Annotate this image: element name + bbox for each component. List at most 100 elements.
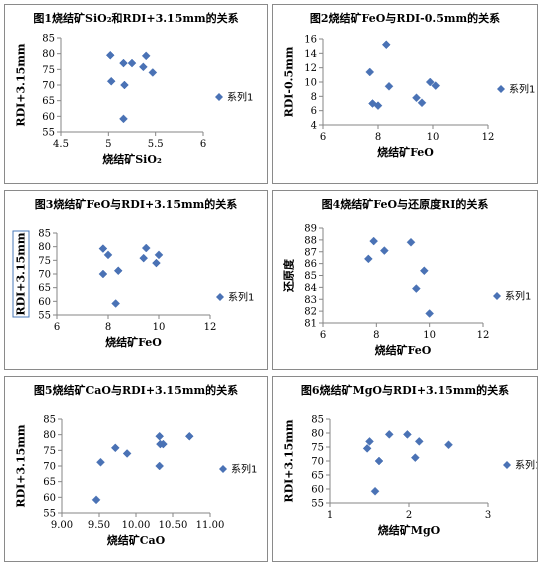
x-tick-label: 10.00 <box>122 520 151 531</box>
y-tick-label: 80 <box>42 49 55 60</box>
data-point <box>155 461 165 471</box>
legend-marker <box>215 93 223 101</box>
y-axis-label: RDI-0.5mm <box>283 46 296 117</box>
data-point <box>139 62 148 72</box>
data-point <box>403 430 412 439</box>
legend-label: 系列1 <box>231 463 257 476</box>
y-tick-label: 80 <box>38 242 51 253</box>
x-tick-label: 2 <box>406 510 412 521</box>
data-point <box>381 40 391 50</box>
chart-title: 图6烧结矿MgO与RDI+3.15mm的关系 <box>301 383 509 397</box>
y-tick-label: 84 <box>304 283 317 294</box>
chart-title: 图2烧结矿FeO与RDI-0.5mm的关系 <box>310 11 500 25</box>
data-point <box>155 431 165 441</box>
legend-marker <box>219 465 227 473</box>
x-tick-label: 5 <box>105 139 111 150</box>
chart-svg: 图5烧结矿CaO与RDI+3.15mm的关系 55 60 65 70 75 80 85 9.00… <box>15 383 258 547</box>
x-axis-label: 烧结矿FeO <box>375 343 432 357</box>
y-axis-label: RDI+3.15mm <box>15 232 28 315</box>
data-point <box>91 495 101 505</box>
x-tick-label: 8 <box>375 132 381 143</box>
data-point <box>105 50 115 60</box>
y-tick-label: 85 <box>304 271 317 282</box>
x-tick-label: 8 <box>373 330 379 341</box>
legend-label: 系列1 <box>505 290 531 303</box>
data-point <box>384 430 394 439</box>
y-tick-label: 55 <box>311 499 324 510</box>
y-tick-label: 55 <box>38 311 51 322</box>
data-point <box>414 437 424 446</box>
data-point <box>362 444 372 453</box>
y-tick-label: 70 <box>38 270 51 281</box>
data-point <box>365 437 374 446</box>
chart-panel-3: 图3烧结矿FeO与RDI+3.15mm的关系 55 60 65 70 75 80 85 6 8 10… <box>4 190 268 370</box>
x-tick-label: 8 <box>105 322 111 333</box>
data-point <box>119 58 128 68</box>
x-tick-label: 5.5 <box>148 139 164 150</box>
data-point <box>122 449 132 458</box>
data-point <box>111 299 121 308</box>
data-point <box>98 244 108 253</box>
data-point <box>365 67 375 77</box>
data-point <box>110 443 120 453</box>
y-tick-label: 55 <box>43 509 56 520</box>
y-tick-label: 80 <box>43 430 56 441</box>
data-point <box>431 81 441 90</box>
chart-title: 图3烧结矿FeO与RDI+3.15mm的关系 <box>35 197 238 211</box>
y-tick-label: 70 <box>43 462 56 473</box>
y-tick-label: 88 <box>304 235 317 246</box>
data-point <box>96 457 105 467</box>
x-tick-label: 6 <box>54 322 60 333</box>
data-point <box>363 254 373 264</box>
y-tick-label: 65 <box>43 477 56 488</box>
y-tick-label: 81 <box>304 319 317 330</box>
chart-panel-4: 图4烧结矿FeO与还原度RI的关系 81 82 83 84 85 86 87 88 89 6 8 10 1… <box>272 190 538 370</box>
chart-title: 图1烧结矿SiO₂和RDI+3.15mm的关系 <box>33 11 238 25</box>
chart-panel-5: 图5烧结矿CaO与RDI+3.15mm的关系 55 60 65 70 75 80 85 9.00… <box>4 376 268 562</box>
x-tick-label: 3 <box>485 510 491 521</box>
y-axis-label: RDI+3.15mm <box>15 43 28 126</box>
data-point <box>119 114 128 124</box>
chart-svg: 图3烧结矿FeO与RDI+3.15mm的关系 55 60 65 70 75 80 85 6 8 10… <box>12 197 254 349</box>
data-point <box>113 266 123 276</box>
x-tick-label: 12 <box>482 132 495 143</box>
x-tick-label: 12 <box>204 322 217 333</box>
data-point <box>141 51 151 61</box>
y-tick-label: 82 <box>304 307 317 318</box>
data-point <box>127 58 137 68</box>
y-tick-label: 8 <box>311 92 317 103</box>
data-point <box>425 77 435 87</box>
y-tick-label: 86 <box>304 259 317 270</box>
x-axis-label: 烧结矿MgO <box>378 523 441 537</box>
y-tick-label: 14 <box>304 49 317 60</box>
x-tick-label: 6 <box>320 132 326 143</box>
x-tick-label: 9.00 <box>51 520 73 531</box>
y-tick-label: 85 <box>38 229 51 240</box>
y-tick-label: 6 <box>311 106 317 117</box>
y-tick-label: 60 <box>42 112 55 123</box>
data-point <box>120 80 129 90</box>
y-tick-label: 83 <box>304 295 317 306</box>
data-point <box>374 456 384 466</box>
data-point <box>98 269 108 279</box>
data-point <box>410 453 420 462</box>
data-point <box>411 284 421 293</box>
data-point <box>384 81 394 91</box>
y-tick-label: 75 <box>311 443 324 454</box>
y-axis-label: RDI+3.15mm <box>283 419 296 502</box>
x-tick-label: 6 <box>200 139 206 150</box>
legend-marker <box>503 461 511 469</box>
y-tick-label: 70 <box>311 457 324 468</box>
y-tick-label: 85 <box>311 415 324 426</box>
data-point <box>379 246 389 255</box>
y-tick-label: 65 <box>311 471 324 482</box>
y-axis-label: 还原度 <box>282 258 296 293</box>
data-point <box>148 68 158 77</box>
y-tick-label: 75 <box>38 256 51 267</box>
data-point <box>444 440 453 450</box>
x-tick-label: 6 <box>320 330 326 341</box>
x-tick-label: 11.00 <box>196 520 225 531</box>
x-tick-label: 12 <box>477 330 490 341</box>
y-tick-label: 12 <box>304 63 317 74</box>
